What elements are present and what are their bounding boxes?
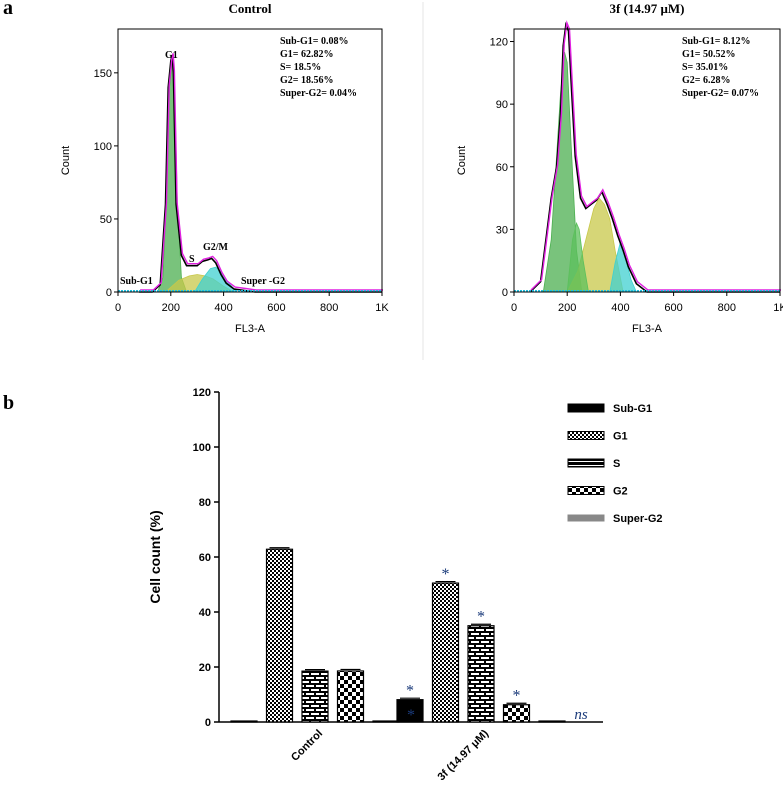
peak-label: Super -G2 (241, 276, 285, 287)
legend-label: Sub-G1 (613, 403, 652, 415)
legend-label: S (613, 458, 620, 470)
x-tick-label: 800 (718, 302, 736, 314)
y-tick-label: 0 (502, 287, 508, 299)
panel-b-letter: b (3, 392, 15, 414)
x-tick-label: 400 (611, 302, 629, 314)
legend-swatch-super-g2 (567, 514, 605, 522)
legend-label: G2 (613, 486, 628, 498)
ns-mark: ns (574, 707, 588, 723)
histogram-title: 3f (14.97 μM) (610, 1, 685, 16)
x-tick-label: 600 (664, 302, 682, 314)
legend-swatch-g2 (567, 486, 605, 495)
stat-line: G2= 18.56% (280, 75, 333, 86)
panel-a-letter: a (3, 0, 13, 19)
legend-label: G1 (613, 431, 628, 443)
stat-line: S= 18.5% (280, 62, 321, 73)
y-tick-label: 50 (100, 214, 112, 226)
y-tick-label: 80 (199, 497, 211, 509)
histogram-title: Control (228, 1, 271, 16)
peak-label: Sub-G1 (120, 276, 153, 287)
significance-star: * (442, 566, 450, 583)
legend-label: Super-G2 (613, 513, 663, 525)
stat-line: Sub-G1= 8.12% (682, 36, 751, 47)
y-tick-label: 90 (496, 99, 508, 111)
significance-star: * (477, 609, 485, 626)
y-tick-label: 0 (106, 287, 112, 299)
plot-frame (513, 28, 781, 293)
category-label: Control (289, 728, 325, 764)
total-histogram-line (530, 20, 781, 291)
bar-super-g2-0 (372, 720, 400, 723)
legend-swatch-g1 (567, 431, 605, 440)
bar-chart-cell-count: 0 20 40 60 80 100 120 Cell count (%) Control 3f (… (147, 387, 663, 783)
total-histogram-line (140, 53, 383, 291)
x-tick-label: 200 (162, 302, 180, 314)
y-tick-label: 100 (193, 442, 211, 454)
x-tick-label: 0 (511, 302, 517, 314)
y-tick-label: 30 (496, 224, 508, 236)
category-label: 3f (14.97 μM) (436, 727, 492, 783)
significance-star: * (513, 688, 521, 705)
bar-sub-g1-1 (396, 699, 424, 723)
bar-super-g2-1 (538, 720, 566, 723)
x-tick-label: 200 (558, 302, 576, 314)
x-tick-label: 0 (115, 302, 121, 314)
y-tick-label: 60 (496, 162, 508, 174)
y-axis-label: Count (456, 146, 468, 175)
total-fit-line (139, 55, 382, 293)
stat-line: Super-G2= 0.07% (682, 88, 759, 99)
peak-label: G1 (165, 50, 178, 61)
significance-star: * (406, 683, 414, 700)
y-axis-label: Cell count (%) (147, 510, 163, 603)
x-tick-label: 600 (267, 302, 285, 314)
peak-label: S (189, 254, 195, 265)
bar-g2-0 (336, 670, 365, 723)
bar-g1-1 (431, 582, 460, 723)
plot-frame (117, 28, 383, 293)
y-axis-label: Count (60, 146, 72, 175)
stat-line: G1= 50.52% (682, 49, 735, 60)
x-tick-label: 1K (773, 302, 783, 314)
y-tick-label: 120 (490, 37, 508, 49)
histogram-control: Control 0 50 100 150 0 200 400 600 800 1K FL3-A Coun… (60, 1, 389, 335)
bar-sub-g1-0 (230, 720, 258, 723)
x-axis-label: FL3-A (632, 323, 663, 335)
y-tick-label: 60 (199, 552, 211, 564)
stat-line: G1= 62.82% (280, 49, 333, 60)
significance-star: * (407, 707, 415, 724)
bar-g1-0 (265, 548, 294, 723)
x-tick-label: 1K (375, 302, 389, 314)
y-tick-label: 100 (94, 141, 112, 153)
bar-s-0 (301, 670, 329, 723)
bar-g2-1 (502, 704, 531, 723)
legend-swatch-s (567, 458, 605, 468)
stat-line: Super-G2= 0.04% (280, 88, 357, 99)
legend-swatch-sub-g1 (567, 403, 605, 413)
y-tick-label: 150 (94, 68, 112, 80)
x-tick-label: 800 (320, 302, 338, 314)
x-axis-label: FL3-A (235, 323, 266, 335)
y-tick-label: 40 (199, 607, 211, 619)
y-tick-label: 20 (199, 662, 211, 674)
histogram-3f: 3f (14.97 μM) 0 30 60 90 120 0 200 400 600 800 1K FL… (456, 1, 783, 335)
y-tick-label: 120 (193, 387, 211, 399)
peak-label: G2/M (203, 242, 229, 253)
y-tick-label: 0 (205, 717, 211, 729)
stat-line: G2= 6.28% (682, 75, 730, 86)
x-tick-label: 400 (214, 302, 232, 314)
stat-line: Sub-G1= 0.08% (280, 36, 349, 47)
bar-s-1 (467, 625, 495, 723)
stat-line: S= 35.01% (682, 62, 728, 73)
